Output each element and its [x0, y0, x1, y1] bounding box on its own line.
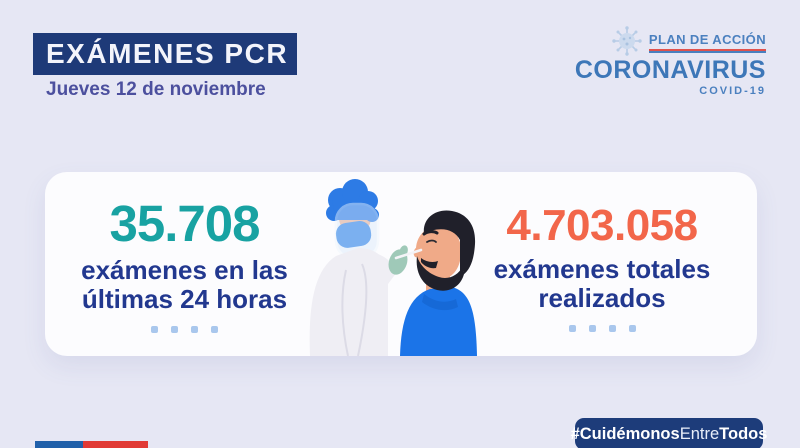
- flag-red-segment: [83, 441, 148, 448]
- dot: [568, 325, 576, 333]
- total-exams-label: exámenes totales realizados: [463, 255, 741, 312]
- date-subtitle: Jueves 12 de noviembre: [46, 79, 266, 100]
- flag-underline: [648, 49, 766, 53]
- flag-blue-segment: [35, 441, 83, 448]
- dot: [151, 326, 158, 334]
- daily-exams-label-line1: exámenes en las: [81, 255, 288, 285]
- underline-blue: [648, 51, 766, 53]
- total-exams-label-line2: realizados: [538, 282, 666, 313]
- hashtag-part-1: #Cuidémonos: [570, 424, 680, 443]
- page-title: EXÁMENES PCR: [46, 38, 289, 69]
- plan-de-accion-label: PLAN DE ACCIÓN: [648, 32, 766, 47]
- hashtag-part-3: Todos: [719, 424, 768, 443]
- hashtag-part-2: Entre: [679, 424, 720, 443]
- total-exams-value: 4.703.058: [506, 201, 698, 250]
- dot: [211, 326, 218, 334]
- nurse-figure: [309, 179, 423, 356]
- underline-red: [648, 49, 766, 51]
- dot: [588, 325, 596, 333]
- daily-exams-label: exámenes en las últimas 24 horas: [57, 256, 312, 313]
- dot: [608, 325, 616, 333]
- total-exams-label-line1: exámenes totales: [493, 254, 711, 284]
- patient-figure: [400, 210, 477, 356]
- dot: [191, 326, 198, 334]
- covid19-label: COVID-19: [699, 85, 766, 97]
- daily-exams-value: 35.708: [109, 195, 261, 252]
- stats-card: 35.708 exámenes en las últimas 24 horas: [45, 172, 757, 356]
- gobierno-de-chile-flag-bar: [35, 441, 148, 448]
- hashtag-badge: #Cuidémonos Entre Todos: [571, 418, 767, 448]
- title-banner: EXÁMENES PCR: [33, 33, 297, 75]
- total-exams-stat: 4.703.058 exámenes totales realizados: [463, 201, 741, 333]
- daily-dots: [57, 326, 312, 334]
- coronavirus-plan-logo: PLAN DE ACCIÓN CORONAVIRUS COVID-19: [574, 26, 766, 97]
- coronavirus-wordmark: CORONAVIRUS: [574, 56, 766, 84]
- plan-de-accion-block: PLAN DE ACCIÓN: [648, 32, 766, 53]
- logo-top-row: PLAN DE ACCIÓN: [611, 26, 766, 57]
- nurse-swab-illustration: [309, 179, 477, 356]
- total-dots: [463, 325, 741, 333]
- daily-exams-stat: 35.708 exámenes en las últimas 24 horas: [57, 195, 312, 334]
- dot: [628, 325, 636, 333]
- daily-exams-label-line2: últimas 24 horas: [81, 283, 288, 314]
- virus-icon: [612, 26, 642, 56]
- dot: [171, 326, 178, 334]
